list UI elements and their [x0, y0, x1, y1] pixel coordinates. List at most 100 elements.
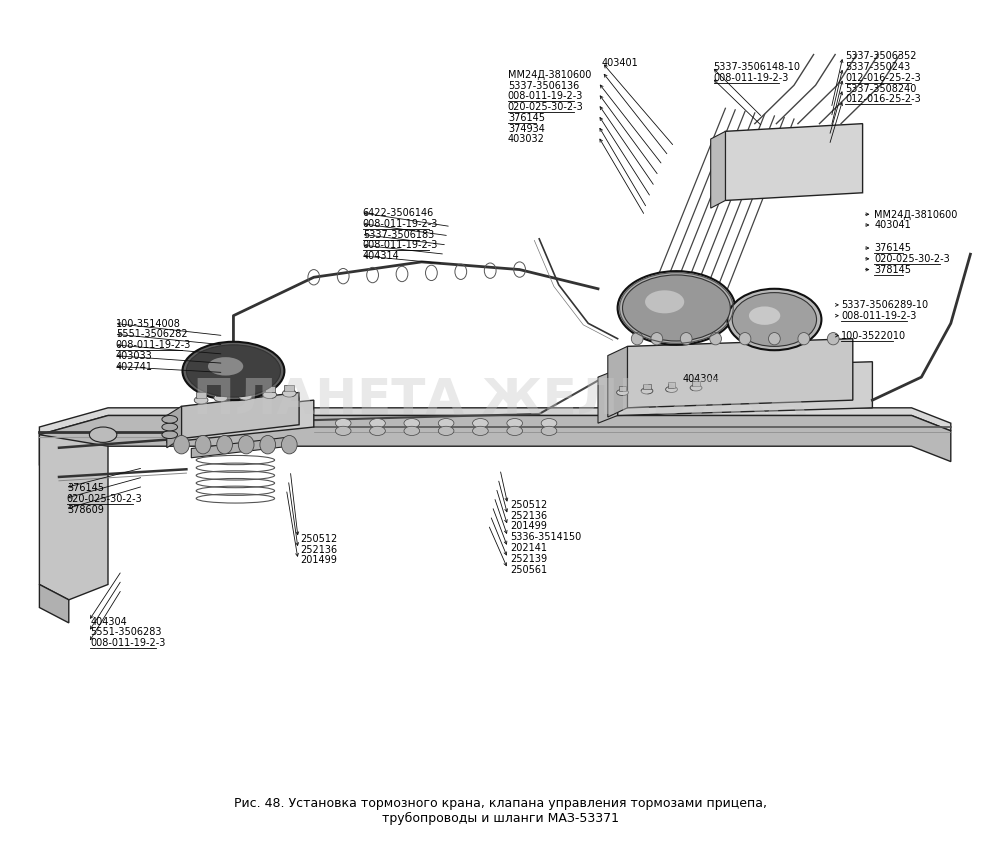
Bar — [216, 389, 226, 396]
Text: 008-011-19-2-3: 008-011-19-2-3 — [841, 311, 916, 321]
Text: 5337-3506289-10: 5337-3506289-10 — [841, 300, 928, 311]
Text: ММ24Д-3810600: ММ24Д-3810600 — [508, 70, 591, 80]
Ellipse shape — [370, 419, 385, 428]
Bar — [240, 388, 250, 394]
Text: 008-011-19-2-3: 008-011-19-2-3 — [363, 219, 438, 229]
Ellipse shape — [680, 333, 692, 345]
Text: 250512: 250512 — [510, 500, 547, 510]
Text: 6422-3506146: 6422-3506146 — [363, 208, 434, 218]
Polygon shape — [618, 362, 872, 415]
Text: 020-025-30-2-3: 020-025-30-2-3 — [67, 494, 143, 504]
Text: 250512: 250512 — [300, 533, 337, 544]
Bar — [284, 385, 294, 391]
Ellipse shape — [473, 419, 488, 428]
Text: 404314: 404314 — [363, 252, 400, 261]
Ellipse shape — [89, 427, 117, 442]
Text: 020-025-30-2-3: 020-025-30-2-3 — [508, 102, 584, 112]
Ellipse shape — [507, 419, 523, 428]
Ellipse shape — [195, 436, 211, 454]
Polygon shape — [598, 370, 618, 423]
Text: 376145: 376145 — [67, 483, 104, 493]
Ellipse shape — [282, 389, 296, 397]
Text: 252136: 252136 — [300, 544, 337, 555]
Text: 008-011-19-2-3: 008-011-19-2-3 — [363, 241, 438, 251]
Ellipse shape — [710, 333, 721, 345]
Ellipse shape — [335, 426, 351, 436]
Text: 404304: 404304 — [90, 617, 127, 627]
Ellipse shape — [438, 419, 454, 428]
Text: 402741: 402741 — [116, 362, 153, 371]
Ellipse shape — [769, 333, 780, 345]
Polygon shape — [167, 406, 182, 448]
Text: 5337-3508240: 5337-3508240 — [845, 84, 916, 94]
Ellipse shape — [666, 387, 677, 392]
Text: ПЛАНЕТА ЖЕЛЕЗЯКА: ПЛАНЕТА ЖЕЛЕЗЯКА — [193, 376, 807, 425]
Ellipse shape — [214, 394, 228, 402]
Text: 008-011-19-2-3: 008-011-19-2-3 — [508, 91, 583, 101]
Text: 008-011-19-2-3: 008-011-19-2-3 — [116, 340, 191, 350]
Ellipse shape — [208, 357, 243, 376]
Text: 100-3514008: 100-3514008 — [116, 319, 181, 328]
Ellipse shape — [281, 436, 297, 454]
Text: 252136: 252136 — [510, 511, 547, 521]
Polygon shape — [39, 415, 951, 465]
Ellipse shape — [174, 436, 189, 454]
Ellipse shape — [263, 391, 277, 398]
Text: 201499: 201499 — [510, 522, 547, 532]
Bar — [643, 384, 651, 389]
Ellipse shape — [162, 423, 178, 430]
Ellipse shape — [541, 419, 557, 428]
Ellipse shape — [162, 415, 178, 423]
Polygon shape — [191, 437, 289, 457]
Text: трубопроводы и шланги МАЗ-53371: трубопроводы и шланги МАЗ-53371 — [382, 813, 618, 825]
Text: 008-011-19-2-3: 008-011-19-2-3 — [90, 638, 166, 648]
Ellipse shape — [404, 419, 420, 428]
Ellipse shape — [541, 426, 557, 436]
Ellipse shape — [438, 426, 454, 436]
Text: Рис. 48. Установка тормозного крана, клапана управления тормозами прицепа,: Рис. 48. Установка тормозного крана, кла… — [234, 798, 767, 810]
Ellipse shape — [623, 275, 730, 341]
Ellipse shape — [631, 333, 643, 345]
Ellipse shape — [260, 436, 276, 454]
Text: 252139: 252139 — [510, 554, 547, 564]
Ellipse shape — [749, 306, 780, 325]
Ellipse shape — [238, 436, 254, 454]
Ellipse shape — [727, 289, 821, 350]
Text: 202141: 202141 — [510, 543, 547, 553]
Polygon shape — [39, 584, 69, 623]
Ellipse shape — [827, 333, 839, 345]
Ellipse shape — [194, 397, 208, 404]
Ellipse shape — [618, 271, 735, 345]
Text: 403401: 403401 — [602, 57, 639, 68]
Text: 5337-3506148-10: 5337-3506148-10 — [714, 62, 801, 73]
Ellipse shape — [404, 426, 420, 436]
Polygon shape — [182, 392, 299, 439]
Ellipse shape — [217, 436, 232, 454]
Polygon shape — [167, 400, 314, 442]
Text: 376145: 376145 — [874, 243, 911, 253]
Text: 378145: 378145 — [874, 265, 911, 275]
Ellipse shape — [162, 430, 178, 439]
Text: 376145: 376145 — [508, 113, 545, 123]
Bar — [265, 387, 275, 392]
Polygon shape — [725, 124, 863, 201]
Text: 403032: 403032 — [508, 134, 545, 144]
Text: 5551-3506282: 5551-3506282 — [116, 329, 187, 339]
Text: 5337-3506352: 5337-3506352 — [845, 51, 916, 62]
Ellipse shape — [507, 426, 523, 436]
Text: 374934: 374934 — [508, 124, 545, 133]
Ellipse shape — [739, 333, 751, 345]
Ellipse shape — [690, 385, 702, 391]
Text: 5337-3506183: 5337-3506183 — [363, 230, 434, 240]
Ellipse shape — [182, 342, 284, 400]
Ellipse shape — [645, 290, 684, 313]
Text: 5551-3506283: 5551-3506283 — [90, 627, 162, 637]
Text: 403041: 403041 — [874, 220, 911, 230]
Bar — [692, 381, 700, 387]
Text: 100-3522010: 100-3522010 — [841, 331, 906, 341]
Polygon shape — [39, 435, 108, 600]
Polygon shape — [627, 338, 853, 408]
Text: 403033: 403033 — [116, 351, 153, 361]
Ellipse shape — [651, 333, 663, 345]
Text: 012-016-25-2-3: 012-016-25-2-3 — [845, 73, 921, 83]
